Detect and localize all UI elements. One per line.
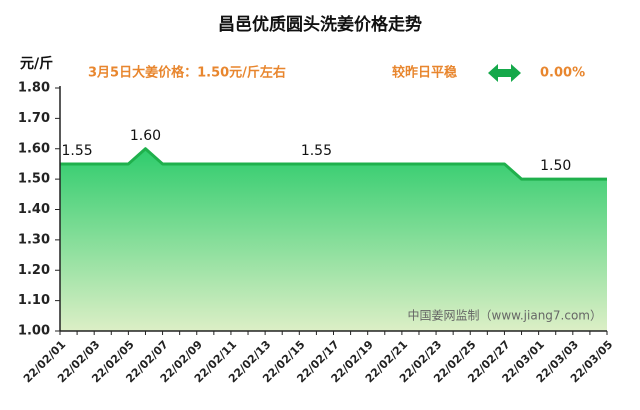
value-label: 1.60	[130, 128, 161, 144]
plot-area: 1.55 1.60 1.55 1.50 1.00 1.10 1.20 1.30 1.40 1.50…	[18, 81, 615, 386]
y-tick-label: 1.80	[18, 81, 50, 96]
value-label: 1.50	[540, 158, 571, 174]
value-label: 1.55	[301, 143, 332, 159]
y-tick-label: 1.10	[18, 293, 50, 308]
price-note: 3月5日大姜价格：1.50元/斤左右	[88, 65, 286, 81]
y-axis-label: 元/斤	[20, 55, 53, 72]
change-label: 较昨日平稳	[392, 65, 457, 81]
y-tick-label: 1.40	[18, 202, 50, 217]
y-tick-label: 1.70	[18, 111, 50, 126]
area-line	[60, 147, 607, 181]
area-fill	[60, 148, 607, 331]
flat-arrow-icon	[488, 64, 521, 82]
y-tick-label: 1.20	[18, 263, 50, 278]
y-tick-label: 1.60	[18, 141, 50, 156]
y-tick-label: 1.30	[18, 232, 50, 247]
chart-title: 昌邑优质圆头洗姜价格走势	[218, 14, 422, 35]
y-tick-label: 1.00	[18, 324, 50, 339]
change-value: 0.00%	[540, 66, 585, 81]
value-label: 1.55	[62, 143, 93, 159]
y-tick-label: 1.50	[18, 172, 50, 187]
watermark: 中国姜网监制（www.jiang7.com）	[408, 308, 602, 323]
